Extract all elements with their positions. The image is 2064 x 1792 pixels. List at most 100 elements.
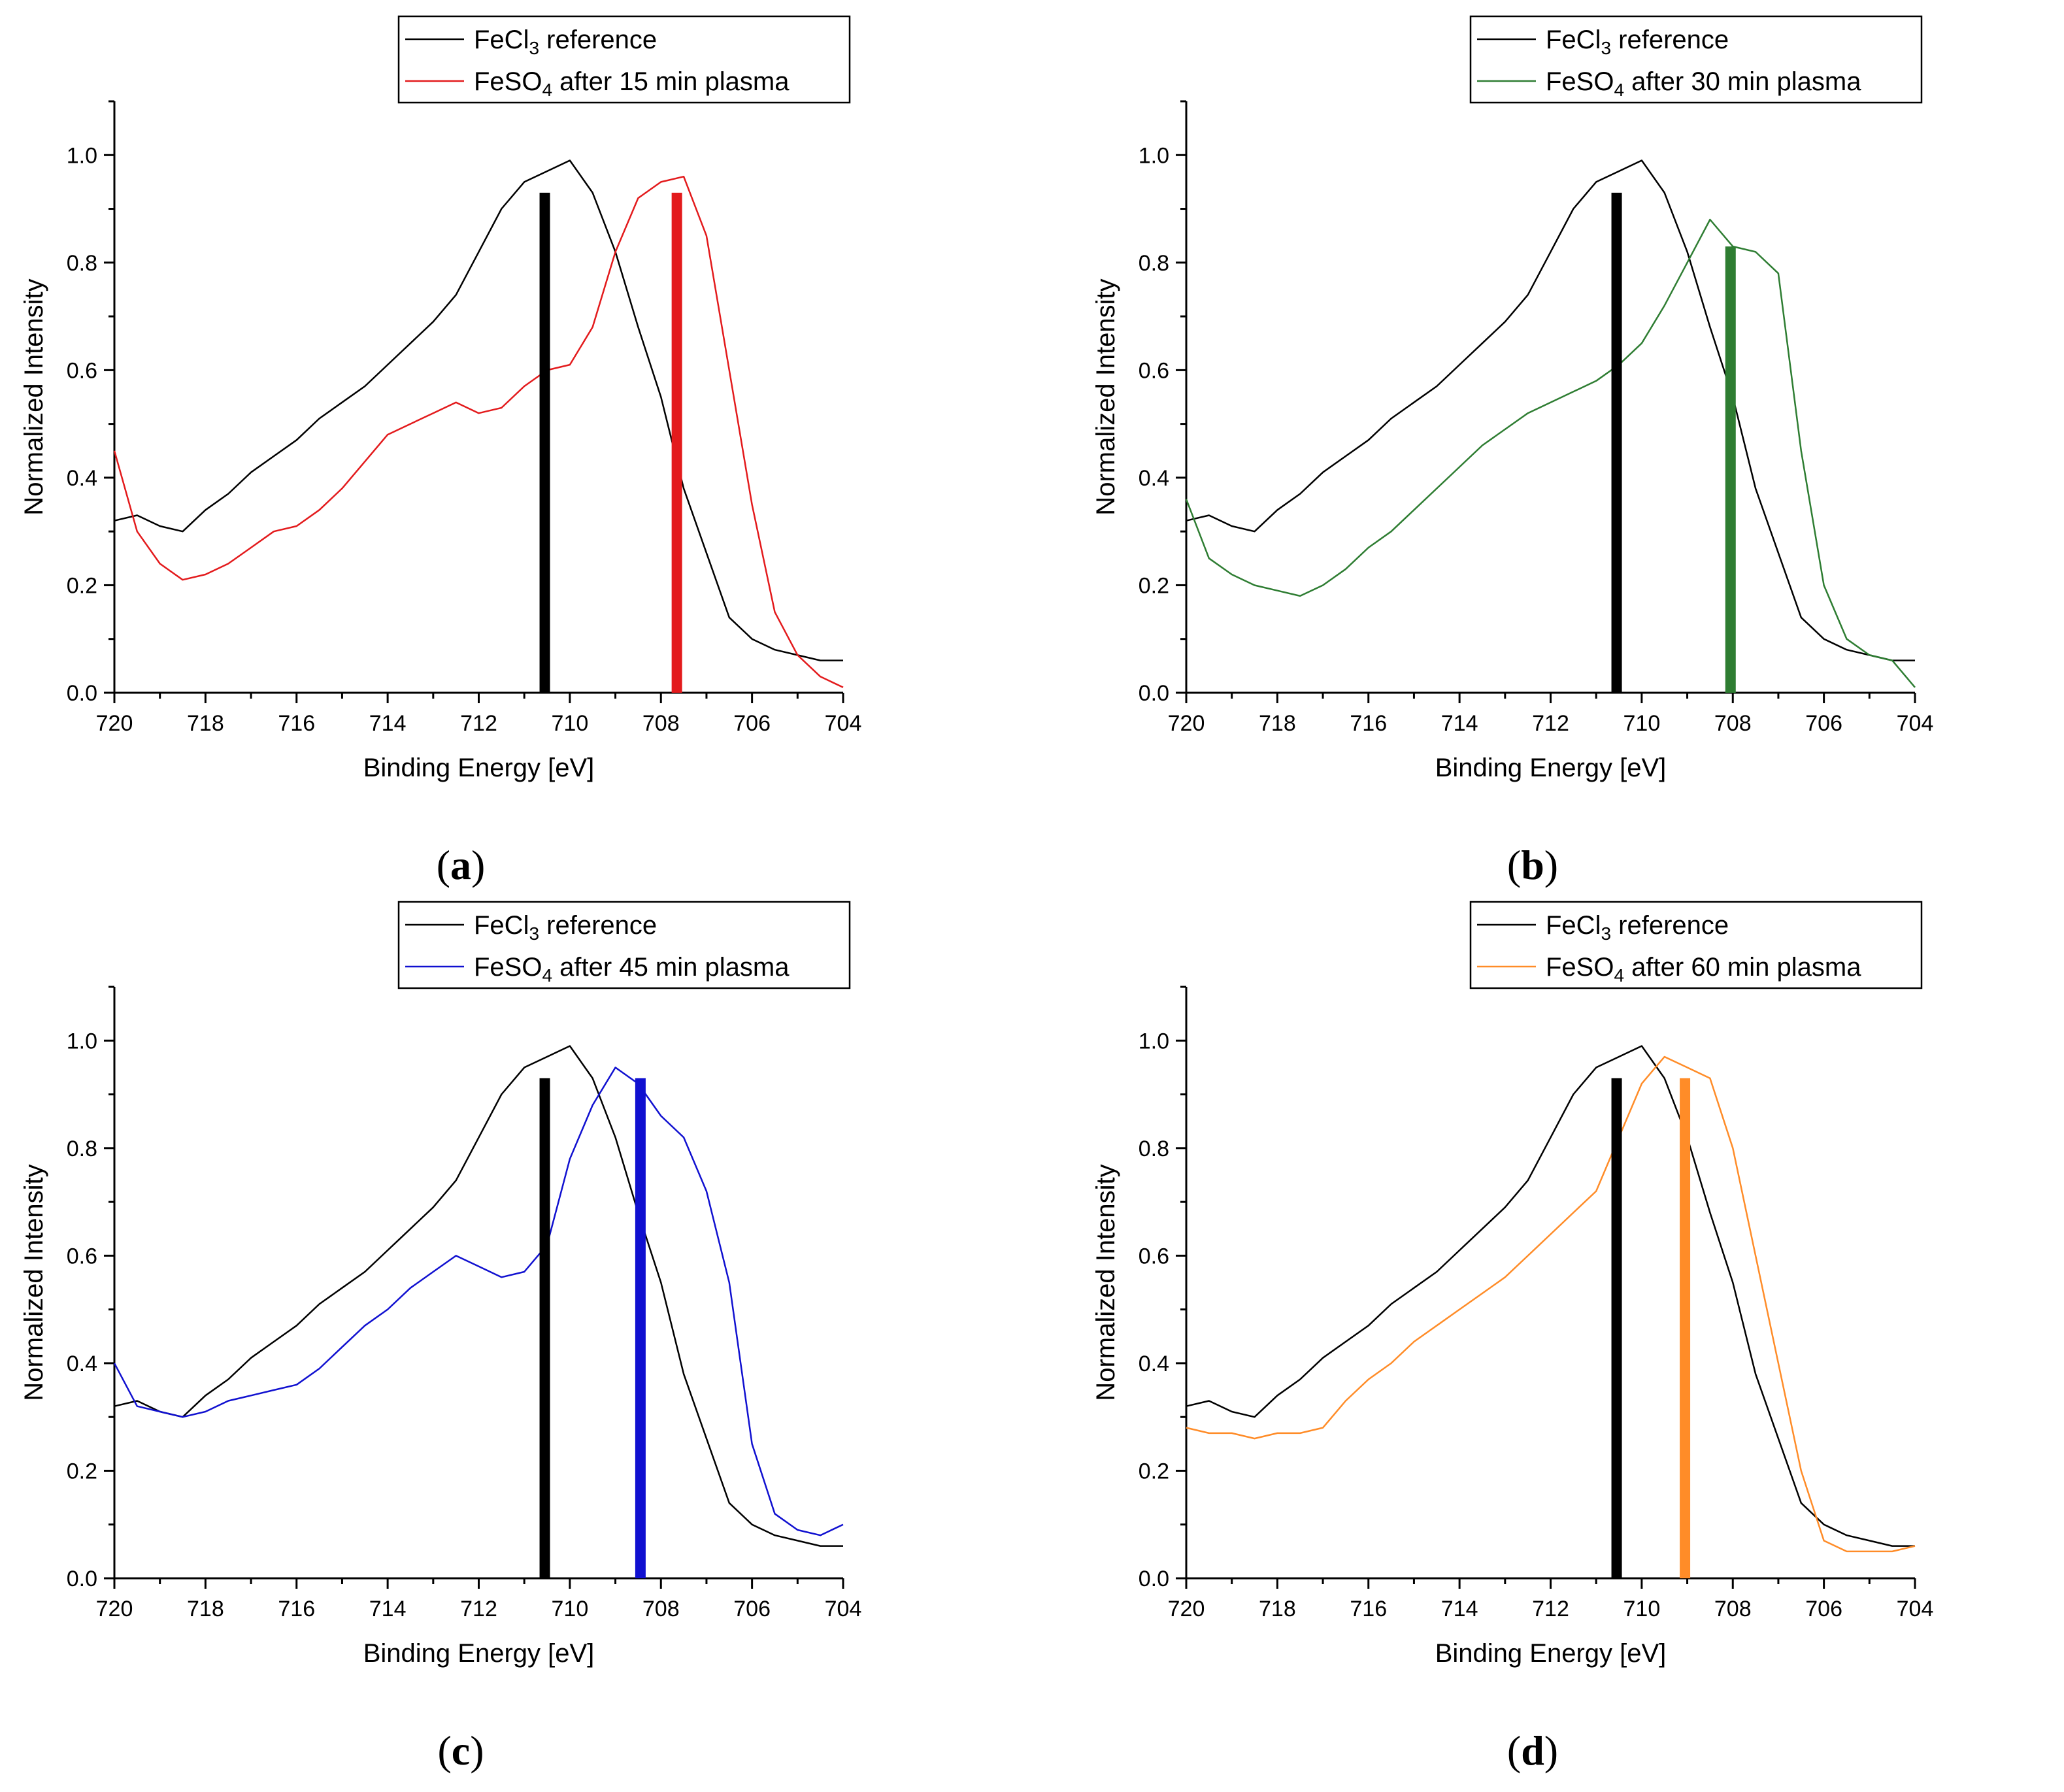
reference-peak-marker	[539, 192, 550, 693]
y-tick-label: 0.2	[1139, 1459, 1169, 1484]
x-tick-label: 716	[1350, 711, 1387, 736]
x-tick-label: 704	[825, 1597, 862, 1621]
y-tick-label: 0.6	[1139, 358, 1169, 383]
y-axis-title: Normalized Intensity	[1091, 1164, 1120, 1401]
y-tick-label: 1.0	[1139, 143, 1169, 168]
y-tick-label: 0.8	[67, 251, 97, 276]
y-tick-label: 0.0	[67, 681, 97, 706]
chart-panel-c: 720 718 716 714 712 710 708 706 704 0.0 0.2 0.4 0.6 0…	[20, 901, 862, 1774]
legend-entry: FeSO4 after 30 min plasma	[1546, 67, 1861, 100]
x-tick-label: 710	[1623, 1597, 1661, 1621]
x-tick-label: 712	[460, 711, 497, 736]
x-tick-label: 704	[1897, 1597, 1934, 1621]
chart-panel-b: 720 718 716 714 712 710 708 706 704 0.0 0.2 0.4 0.6 0…	[1091, 15, 1934, 888]
reference-series-line	[114, 159, 843, 661]
x-tick-label: 710	[552, 1597, 589, 1621]
legend-box	[397, 901, 851, 989]
y-tick-label: 0.6	[1139, 1244, 1169, 1269]
legend-entry: FeSO4 after 15 min plasma	[474, 67, 790, 100]
x-tick-label: 704	[1897, 711, 1934, 736]
y-tick-label: 0.2	[67, 1459, 97, 1484]
x-tick-label: 712	[1532, 711, 1569, 736]
y-tick-label: 0.8	[1139, 1137, 1169, 1161]
y-axis-title: Normalized Intensity	[1091, 278, 1120, 515]
y-tick-label: 1.0	[67, 1029, 97, 1054]
x-tick-label: 716	[278, 1597, 315, 1621]
y-tick-label: 0.4	[67, 1352, 97, 1376]
reference-series-line	[1186, 159, 1915, 661]
y-tick-label: 0.4	[1139, 466, 1169, 491]
x-tick-label: 720	[96, 711, 133, 736]
sample-series-line	[1185, 218, 1916, 688]
x-tick-label: 720	[96, 1597, 133, 1621]
x-axis-title: Binding Energy [eV]	[1435, 1639, 1667, 1668]
y-tick-label: 0.8	[1139, 251, 1169, 276]
y-tick-label: 0.6	[67, 1244, 97, 1269]
x-tick-label: 706	[1805, 711, 1842, 736]
x-tick-label: 710	[1623, 711, 1661, 736]
x-tick-label: 708	[1714, 711, 1752, 736]
y-axis-title: Normalized Intensity	[20, 278, 48, 515]
y-tick-label: 0.6	[67, 358, 97, 383]
x-axis-title: Binding Energy [eV]	[363, 754, 595, 782]
sample-series-line	[113, 175, 844, 688]
x-tick-label: 718	[187, 711, 224, 736]
legend-box	[397, 15, 851, 104]
x-axis-title: Binding Energy [eV]	[363, 1639, 595, 1668]
legend-entry: FeCl3 reference	[474, 911, 657, 944]
y-tick-label: 1.0	[67, 143, 97, 168]
chart-panel-d: 720 718 716 714 712 710 708 706 704 0.0 0.2 0.4 0.6 0…	[1091, 901, 1934, 1774]
y-tick-label: 0.0	[1139, 681, 1169, 706]
y-tick-label: 0.8	[67, 1137, 97, 1161]
sample-peak-marker	[635, 1078, 646, 1578]
x-tick-label: 716	[1350, 1597, 1387, 1621]
x-tick-label: 714	[1441, 1597, 1478, 1621]
x-tick-label: 716	[278, 711, 315, 736]
x-tick-label: 712	[1532, 1597, 1569, 1621]
sample-peak-marker	[671, 192, 682, 693]
legend-box	[1469, 901, 1923, 989]
legend-entry: FeCl3 reference	[474, 25, 657, 58]
x-tick-label: 706	[733, 711, 771, 736]
y-tick-label: 0.2	[1139, 573, 1169, 598]
x-tick-label: 718	[1259, 711, 1296, 736]
x-tick-label: 714	[369, 1597, 407, 1621]
legend-entry: FeCl3 reference	[1546, 25, 1729, 58]
x-tick-label: 714	[1441, 711, 1478, 736]
x-tick-label: 714	[369, 711, 407, 736]
x-tick-label: 710	[552, 711, 589, 736]
y-tick-label: 0.4	[67, 466, 97, 491]
sample-peak-marker	[1725, 246, 1736, 693]
y-tick-label: 0.2	[67, 573, 97, 598]
x-tick-label: 708	[642, 1597, 680, 1621]
reference-peak-marker	[1611, 192, 1622, 693]
y-tick-label: 1.0	[1139, 1029, 1169, 1054]
reference-series-line	[114, 1045, 843, 1547]
x-axis-title: Binding Energy [eV]	[1435, 754, 1667, 782]
panel-caption: (b)	[1507, 842, 1558, 888]
panel-caption: (d)	[1507, 1727, 1558, 1774]
x-tick-label: 708	[1714, 1597, 1752, 1621]
x-tick-label: 704	[825, 711, 862, 736]
y-tick-label: 0.0	[67, 1567, 97, 1591]
sample-series-line	[113, 1067, 844, 1536]
chart-panel-a: 720 718 716 714 712 710 708 706 704 0.0 0.2 0.4 0.6 0…	[20, 15, 862, 888]
x-tick-label: 706	[1805, 1597, 1842, 1621]
legend-box	[1469, 15, 1923, 104]
legend-entry: FeSO4 after 60 min plasma	[1546, 953, 1861, 986]
sample-series-line	[1186, 1055, 1916, 1553]
legend-entry: FeCl3 reference	[1546, 911, 1729, 944]
x-tick-label: 706	[733, 1597, 771, 1621]
x-tick-label: 720	[1168, 711, 1205, 736]
y-tick-label: 0.0	[1139, 1567, 1169, 1591]
x-tick-label: 712	[460, 1597, 497, 1621]
panel-caption: (a)	[437, 842, 486, 888]
x-tick-label: 720	[1168, 1597, 1205, 1621]
reference-peak-marker	[539, 1078, 550, 1578]
y-tick-label: 0.4	[1139, 1352, 1169, 1376]
sample-peak-marker	[1680, 1078, 1691, 1578]
x-tick-label: 708	[642, 711, 680, 736]
y-axis-title: Normalized Intensity	[20, 1164, 48, 1401]
reference-peak-marker	[1611, 1078, 1622, 1578]
